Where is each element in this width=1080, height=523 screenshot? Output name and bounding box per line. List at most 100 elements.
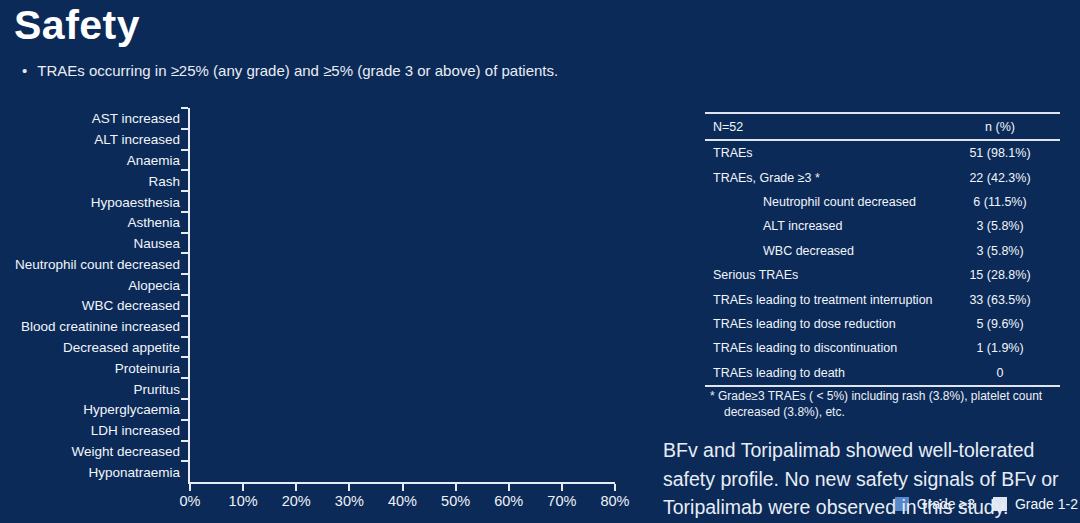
bullet-text: TRAEs occurring in ≥25% (any grade) and … [37,62,558,79]
y-axis-tick [181,419,188,421]
x-axis-label: 50% [441,493,470,509]
table-cell-label: ALT increased [713,219,940,233]
x-axis-tick [295,484,297,491]
y-axis-tick [181,294,188,296]
chart-row: Neutrophil count decreased [190,253,615,274]
category-label: LDH increased [91,423,180,438]
table-cell-value: 51 (98.1%) [940,146,1060,160]
table-cell-label: TRAEs leading to treatment interruption [713,293,940,307]
chart-row: Hyperglycaemia [190,399,615,420]
chart-row: LDH increased [190,420,615,441]
table-header-n: N=52 [713,120,940,134]
table-cell-label: WBC decreased [713,244,940,258]
x-axis-label: 70% [547,493,576,509]
table-cell-value: 3 (5.8%) [940,244,1060,258]
chart-row: Asthenia [190,212,615,233]
x-axis-tick [348,484,350,491]
table-cell-value: 3 (5.8%) [940,219,1060,233]
table-row: TRAEs, Grade ≥3 *22 (42.3%) [705,165,1060,189]
x-axis-label: 60% [494,493,523,509]
y-axis-tick [181,273,188,275]
table-cell-label: Serious TRAEs [713,268,940,282]
chart-row: Anaemia [190,150,615,171]
y-axis-tick [181,211,188,213]
table-cell-value: 0 [940,366,1060,380]
y-axis-tick [181,398,188,400]
chart-row: Alopecia [190,274,615,295]
x-axis-label: 20% [282,493,311,509]
category-label: Rash [148,173,180,188]
table-row: TRAEs leading to death0 [705,361,1060,385]
chart-row: Proteinuria [190,357,615,378]
table-cell-label: TRAEs leading to discontinuation [713,341,940,355]
chart-row: Rash [190,170,615,191]
table-cell-label: TRAEs, Grade ≥3 * [713,171,940,185]
y-axis-tick [181,460,188,462]
y-axis-tick [181,128,188,130]
table-cell-value: 5 (9.6%) [940,317,1060,331]
table-cell-value: 22 (42.3%) [940,171,1060,185]
category-label: Alopecia [128,277,180,292]
category-label: Hyponatraemia [88,464,180,479]
traes-bar-chart-plot-area: AST increasedALT increasedAnaemiaRashHyp… [188,108,615,484]
category-label: Hyperglycaemia [83,402,180,417]
table-cell-label: TRAEs [713,146,940,160]
x-axis-tick [508,484,510,491]
table-header-row: N=52 n (%) [705,112,1060,141]
category-label: Proteinuria [115,360,180,375]
category-label: WBC decreased [82,298,180,313]
conclusion-text: BFv and Toripalimab showed well-tolerate… [663,436,1077,522]
table-row: TRAEs leading to discontinuation1 (1.9%) [705,336,1060,360]
category-label: Hypoaesthesia [91,194,180,209]
chart-row: WBC decreased [190,295,615,316]
chart-row: ALT increased [190,129,615,150]
y-axis-tick [181,252,188,254]
y-axis-tick [181,315,188,317]
safety-summary-table: N=52 n (%) TRAEs51 (98.1%)TRAEs, Grade ≥… [705,112,1060,387]
table-row: TRAEs51 (98.1%) [705,141,1060,165]
chart-row: AST increased [190,108,615,129]
table-header-npct: n (%) [940,120,1060,134]
category-label: Decreased appetite [63,339,180,354]
chart-row: Hypoaesthesia [190,191,615,212]
category-label: Neutrophil count decreased [15,256,180,271]
table-cell-value: 15 (28.8%) [940,268,1060,282]
table-row: TRAEs leading to treatment interruption3… [705,287,1060,311]
table-cell-value: 1 (1.9%) [940,341,1060,355]
category-label: Weight decreased [71,443,180,458]
table-cell-value: 6 (11.5%) [940,195,1060,209]
chart-row: Weight decreased [190,441,615,462]
safety-slide: Safety • TRAEs occurring in ≥25% (any gr… [0,0,1080,523]
y-axis-tick [181,336,188,338]
chart-row: Decreased appetite [190,337,615,358]
table-cell-label: TRAEs leading to dose reduction [713,317,940,331]
chart-row: Blood creatinine increased [190,316,615,337]
category-label: Asthenia [127,215,180,230]
category-label: ALT increased [94,132,180,147]
table-body: TRAEs51 (98.1%)TRAEs, Grade ≥3 *22 (42.3… [705,141,1060,387]
category-label: Nausea [133,236,180,251]
y-axis-tick [181,377,188,379]
chart-row: Hyponatraemia [190,461,615,482]
table-cell-label: TRAEs leading to death [713,366,940,380]
y-axis-tick [181,149,188,151]
table-cell-label: Neutrophil count decreased [713,195,940,209]
y-axis-tick [181,440,188,442]
x-axis-tick [189,484,191,491]
table-row: ALT increased3 (5.8%) [705,214,1060,238]
x-axis-label: 30% [335,493,364,509]
y-axis-tick [181,169,188,171]
category-label: AST increased [92,111,180,126]
table-footnote: * Grade≥3 TRAEs ( < 5%) including rash (… [710,389,1076,420]
chart-row: Pruritus [190,378,615,399]
bullet-marker: • [22,62,27,79]
table-row: WBC decreased3 (5.8%) [705,239,1060,263]
page-title: Safety [14,2,140,49]
table-row: Serious TRAEs15 (28.8%) [705,263,1060,287]
x-axis-tick [242,484,244,491]
y-axis-tick [181,107,188,109]
chart-row: Nausea [190,233,615,254]
x-axis-tick [455,484,457,491]
table-cell-value: 33 (63.5%) [940,293,1060,307]
y-axis-tick [181,190,188,192]
